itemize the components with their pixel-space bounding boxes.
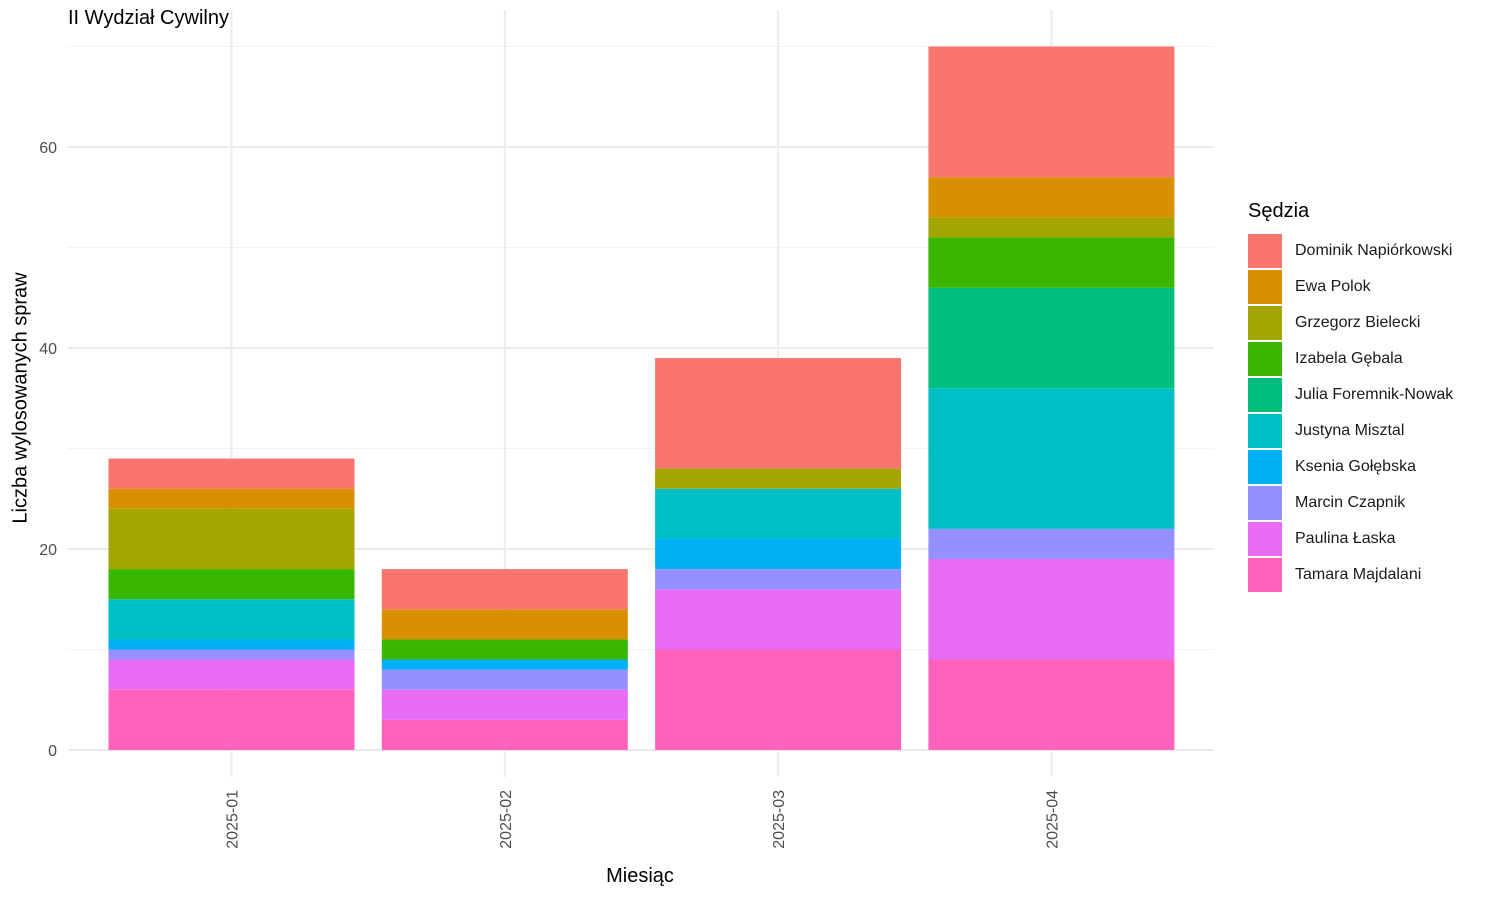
x-axis-label: Miesiąc xyxy=(606,865,674,887)
legend-item: Dominik Napiórkowski xyxy=(1248,233,1453,269)
bar-segment xyxy=(381,689,628,720)
legend-key xyxy=(1248,342,1282,376)
x-tick-label: 2025-04 xyxy=(1044,790,1061,849)
y-tick-label: 60 xyxy=(39,140,57,157)
bar-segment xyxy=(655,468,902,489)
legend-label: Paulina Łaska xyxy=(1295,530,1396,547)
legend-key xyxy=(1248,558,1282,592)
bar-segment xyxy=(108,569,355,600)
legend-key xyxy=(1248,450,1282,484)
legend-label: Ewa Polok xyxy=(1295,278,1371,295)
chart-title: II Wydział Cywilny xyxy=(68,7,229,29)
bar-segment xyxy=(928,46,1175,178)
bar-segment xyxy=(928,388,1175,529)
legend-items: Dominik Napiórkowski Ewa Polok Grzegorz Bi… xyxy=(1248,233,1453,593)
legend-key xyxy=(1248,270,1282,304)
bar-segment xyxy=(655,589,902,650)
legend-label: Julia Foremnik-Nowak xyxy=(1295,386,1454,403)
bar-segment xyxy=(108,659,355,690)
legend-key xyxy=(1248,306,1282,340)
legend-item: Grzegorz Bielecki xyxy=(1248,305,1453,341)
bar-segment xyxy=(655,538,902,570)
legend-item: Ksenia Gołębska xyxy=(1248,449,1453,485)
bar-segment xyxy=(928,287,1175,389)
bar-segment xyxy=(928,217,1175,238)
legend-label: Grzegorz Bielecki xyxy=(1295,314,1421,331)
bar-segment xyxy=(655,649,902,750)
bar-segment xyxy=(108,689,355,750)
legend-key xyxy=(1248,486,1282,520)
bar-segment xyxy=(108,639,355,650)
legend-item: Ewa Polok xyxy=(1248,269,1453,305)
legend-label: Tamara Majdalani xyxy=(1295,566,1422,583)
y-tick-labels: 0 20 40 60 xyxy=(39,140,57,760)
bar-segment xyxy=(928,237,1175,288)
bar-segment xyxy=(108,508,355,570)
bars xyxy=(108,46,1175,750)
x-tick-labels: 2025-01 2025-02 2025-03 2025-04 xyxy=(225,790,1062,849)
legend-item: Marcin Czapnik xyxy=(1248,485,1453,521)
bar-segment xyxy=(381,609,628,640)
y-axis-label: Liczba wylosowanych spraw xyxy=(9,272,32,524)
x-tick-label: 2025-02 xyxy=(498,790,515,849)
legend-key xyxy=(1248,522,1282,556)
bar-segment xyxy=(655,569,902,590)
legend-label: Justyna Misztal xyxy=(1295,422,1405,439)
legend-key xyxy=(1248,234,1282,268)
bar-segment xyxy=(381,639,628,660)
bar-segment xyxy=(655,488,902,539)
legend: Sędzia Dominik Napiórkowski Ewa Polok Grze… xyxy=(1248,200,1453,593)
legend-key xyxy=(1248,378,1282,412)
bar-segment xyxy=(928,659,1175,750)
bar-segment xyxy=(928,559,1175,660)
legend-item: Izabela Gębala xyxy=(1248,341,1453,377)
bar-segment xyxy=(655,358,902,469)
legend-item: Justyna Misztal xyxy=(1248,413,1453,449)
x-tick-label: 2025-03 xyxy=(771,790,788,849)
legend-item: Paulina Łaska xyxy=(1248,521,1453,557)
legend-title: Sędzia xyxy=(1248,200,1310,222)
bar-segment xyxy=(381,719,628,750)
bar-segment xyxy=(108,599,355,640)
bar-segment xyxy=(381,659,628,670)
bar-segment xyxy=(108,488,355,509)
y-tick-label: 20 xyxy=(39,542,57,559)
bar-segment xyxy=(928,528,1175,560)
bar-segment xyxy=(928,177,1175,218)
bar-segment xyxy=(381,669,628,690)
legend-label: Izabela Gębala xyxy=(1295,350,1403,367)
bar-segment xyxy=(108,649,355,660)
legend-item: Tamara Majdalani xyxy=(1248,557,1453,593)
legend-label: Marcin Czapnik xyxy=(1295,494,1406,511)
y-tick-label: 0 xyxy=(48,743,57,760)
legend-label: Ksenia Gołębska xyxy=(1295,458,1416,475)
legend-label: Dominik Napiórkowski xyxy=(1295,242,1453,259)
x-tick-label: 2025-01 xyxy=(225,790,242,849)
bar-segment xyxy=(108,458,355,489)
legend-item: Julia Foremnik-Nowak xyxy=(1248,377,1453,413)
legend-key xyxy=(1248,414,1282,448)
y-tick-label: 40 xyxy=(39,341,57,358)
bar-segment xyxy=(381,569,628,610)
